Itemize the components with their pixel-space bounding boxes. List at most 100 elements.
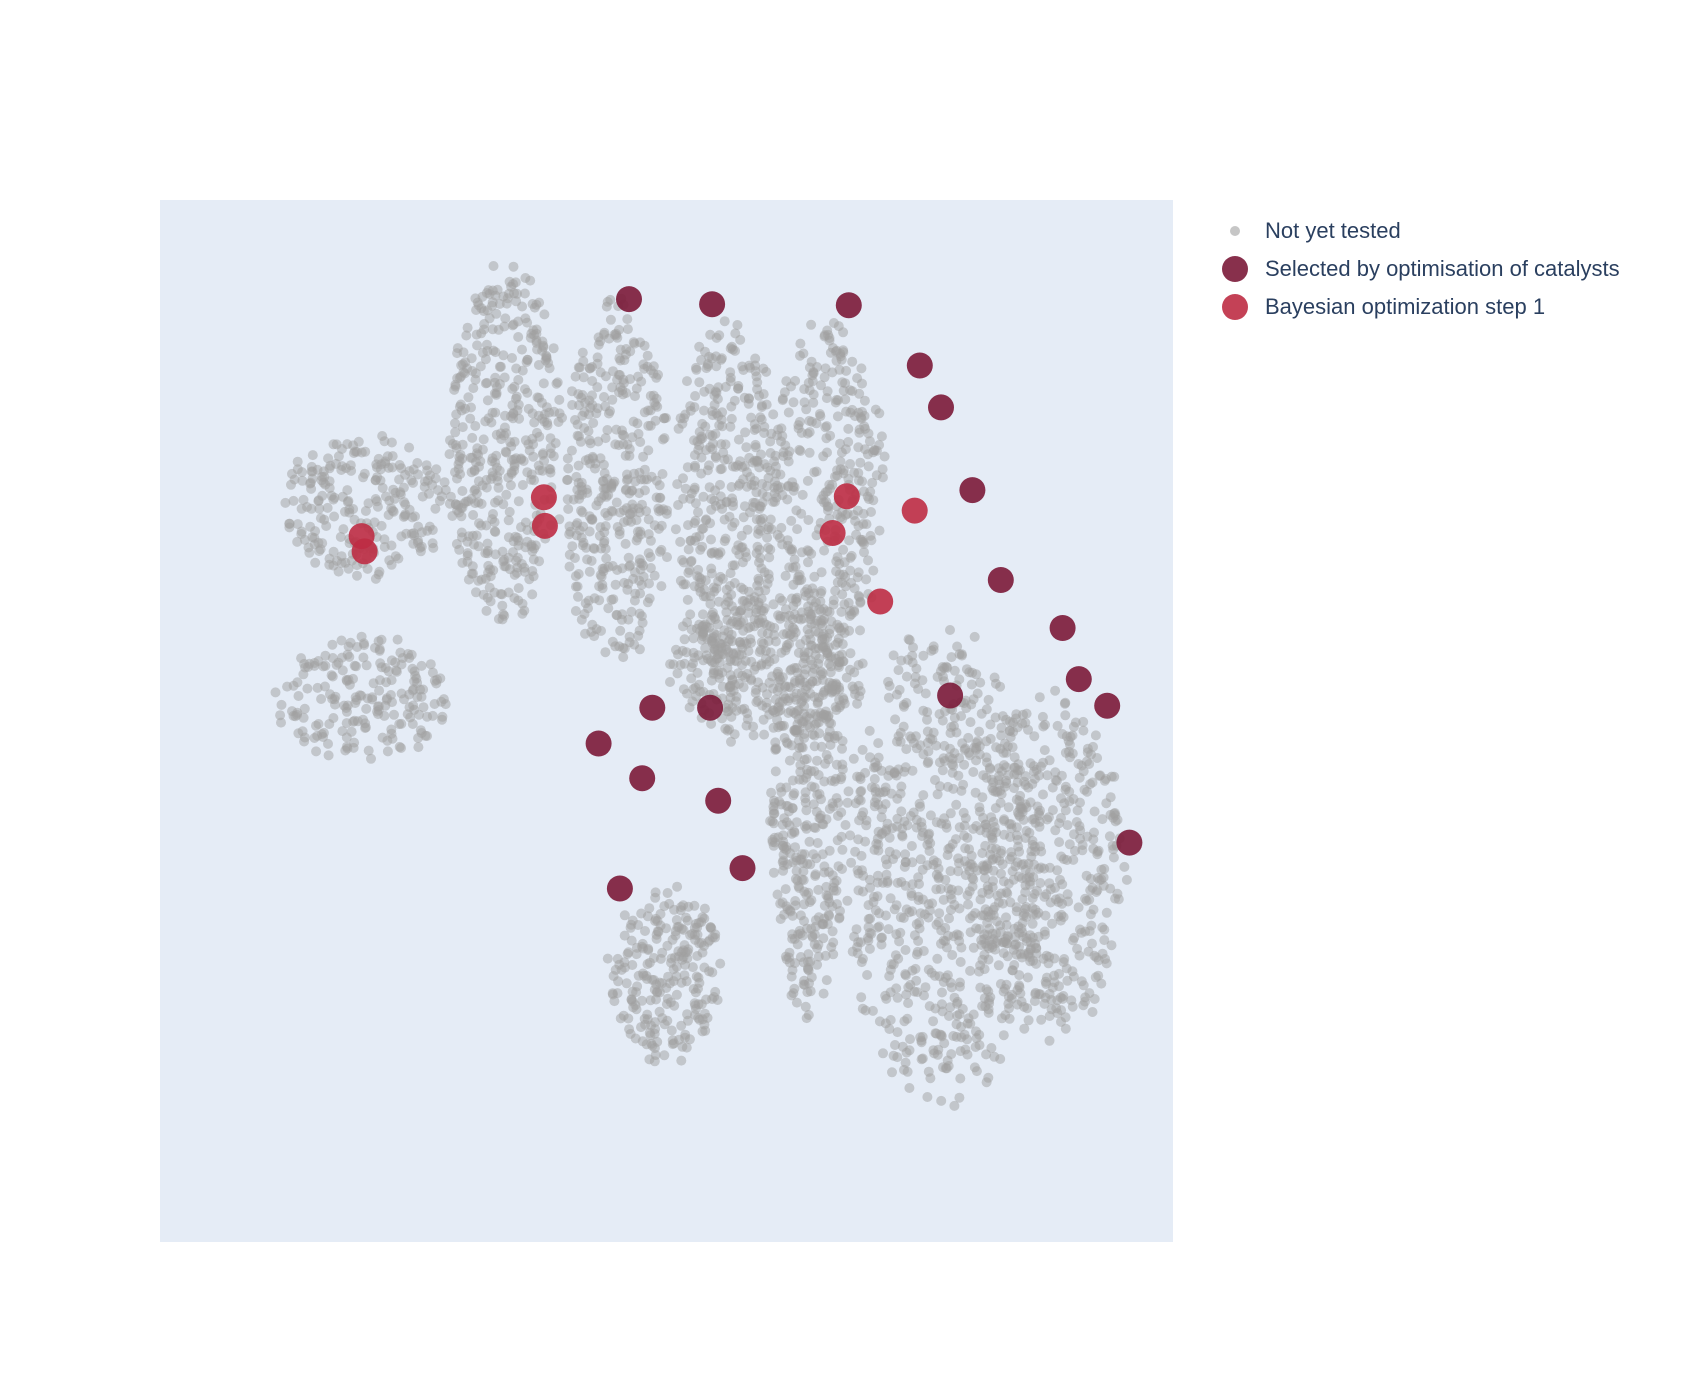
untested-point: [876, 431, 887, 442]
selected-catalyst-point[interactable]: [697, 694, 724, 721]
untested-point: [363, 498, 374, 509]
untested-point: [503, 587, 514, 598]
untested-point: [1083, 946, 1094, 957]
selected-catalyst-point[interactable]: [928, 394, 954, 421]
untested-point: [968, 823, 979, 834]
untested-point: [956, 942, 967, 953]
bayesian-step-1-point[interactable]: [351, 538, 378, 565]
bayesian-step-1-point[interactable]: [867, 588, 894, 615]
untested-point: [813, 770, 824, 780]
untested-point: [1011, 709, 1022, 720]
untested-point: [682, 688, 692, 699]
untested-point: [876, 812, 887, 823]
untested-point: [681, 912, 691, 923]
untested-point: [292, 456, 303, 467]
selected-catalyst-point[interactable]: [629, 765, 656, 792]
bayesian-step-1-point[interactable]: [819, 520, 846, 546]
selected-catalyst-point[interactable]: [1116, 829, 1143, 856]
untested-point: [781, 901, 792, 912]
selected-catalyst-point[interactable]: [1049, 615, 1076, 641]
untested-point: [847, 356, 858, 367]
untested-point: [837, 514, 847, 525]
selected-catalyst-point[interactable]: [729, 855, 756, 882]
untested-point: [786, 971, 797, 982]
untested-point: [702, 634, 713, 644]
untested-point: [879, 451, 890, 462]
legend-item-not-yet-tested[interactable]: Not yet tested: [1215, 212, 1620, 250]
untested-point: [971, 923, 982, 934]
untested-point: [386, 675, 397, 686]
selected-catalyst-point[interactable]: [705, 787, 732, 814]
untested-point: [519, 288, 530, 299]
untested-point: [965, 1018, 976, 1029]
untested-point: [510, 531, 521, 542]
untested-point: [844, 535, 855, 546]
untested-point: [790, 842, 801, 853]
selected-catalyst-point[interactable]: [616, 286, 642, 313]
untested-point: [901, 904, 912, 915]
selected-catalyst-point[interactable]: [835, 292, 862, 319]
bayesian-step-1-point[interactable]: [833, 483, 860, 510]
untested-point: [810, 626, 821, 637]
untested-point: [314, 546, 325, 557]
legend-item-selected-by-optimisation[interactable]: Selected by optimisation of catalysts: [1215, 250, 1620, 288]
untested-point: [885, 1015, 896, 1025]
untested-point: [637, 1036, 648, 1047]
untested-point: [707, 967, 718, 978]
untested-point: [966, 679, 977, 690]
untested-point: [773, 424, 784, 435]
untested-point: [786, 664, 797, 675]
untested-point: [409, 676, 420, 687]
selected-catalyst-point[interactable]: [1065, 666, 1092, 693]
untested-point: [809, 467, 820, 478]
untested-point: [539, 309, 550, 320]
untested-point: [765, 544, 776, 555]
untested-point: [622, 469, 632, 480]
untested-point: [900, 945, 911, 955]
untested-point: [835, 348, 846, 359]
selected-catalyst-point[interactable]: [585, 730, 612, 757]
untested-point: [784, 820, 795, 831]
selected-catalyst-point[interactable]: [937, 682, 964, 709]
untested-point: [1012, 999, 1023, 1010]
untested-point: [868, 565, 879, 576]
untested-point: [461, 330, 472, 341]
legend-item-bayesian-step-1[interactable]: Bayesian optimization step 1: [1215, 288, 1620, 326]
selected-catalyst-point[interactable]: [606, 875, 633, 902]
untested-point: [362, 563, 373, 574]
bayesian-step-1-point[interactable]: [901, 497, 928, 524]
selected-catalyst-point[interactable]: [987, 567, 1014, 593]
untested-point: [404, 442, 415, 453]
untested-point: [798, 858, 809, 869]
untested-point: [693, 650, 704, 661]
untested-point: [694, 531, 705, 542]
untested-point: [731, 705, 742, 716]
untested-point: [1036, 1014, 1047, 1025]
untested-point: [847, 386, 858, 397]
untested-point: [782, 738, 793, 749]
untested-point: [1101, 907, 1112, 918]
untested-point: [694, 427, 705, 437]
untested-point: [739, 392, 750, 403]
untested-point: [897, 823, 908, 834]
untested-point: [468, 383, 479, 394]
selected-catalyst-point[interactable]: [639, 694, 666, 721]
untested-point: [462, 550, 473, 561]
bayesian-step-1-point[interactable]: [530, 484, 557, 511]
untested-point: [831, 885, 842, 896]
selected-catalyst-point[interactable]: [959, 477, 986, 504]
untested-point: [333, 566, 344, 577]
untested-point: [662, 940, 673, 951]
untested-point: [413, 521, 424, 532]
selected-catalyst-point[interactable]: [1094, 692, 1121, 719]
untested-point: [768, 805, 779, 816]
bayesian-step-1-point[interactable]: [531, 512, 558, 539]
untested-point: [499, 321, 510, 332]
untested-point: [623, 552, 634, 563]
untested-point: [899, 766, 910, 777]
untested-point: [1077, 845, 1088, 856]
untested-point: [300, 662, 311, 673]
selected-catalyst-point[interactable]: [699, 291, 726, 318]
untested-point: [907, 650, 918, 661]
selected-catalyst-point[interactable]: [906, 352, 933, 379]
